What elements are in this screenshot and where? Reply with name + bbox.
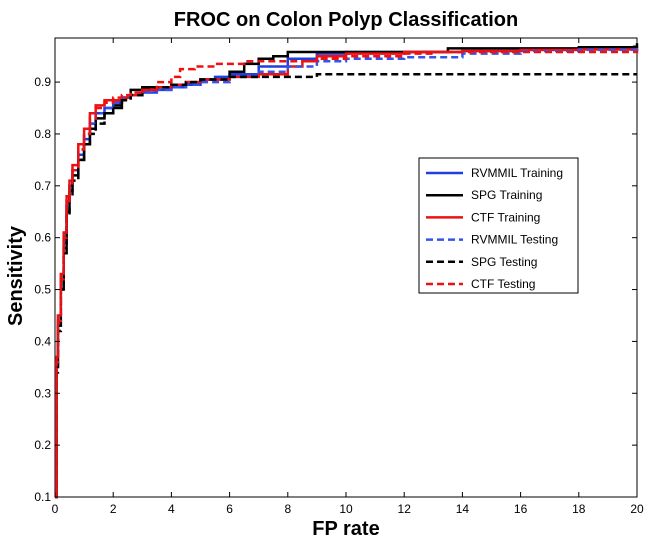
x-axis-label: FP rate	[312, 518, 379, 540]
legend-label-spg-testing: SPG Testing	[471, 255, 537, 269]
y-tick-label: 0.9	[34, 75, 51, 89]
y-tick-label: 0.2	[34, 438, 51, 452]
x-tick-label: 4	[168, 502, 175, 516]
x-tick-label: 14	[456, 502, 470, 516]
y-axis-label: Sensitivity	[5, 225, 27, 326]
x-tick-label: 20	[630, 502, 644, 516]
y-tick-label: 0.5	[34, 283, 51, 297]
x-tick-label: 18	[572, 502, 586, 516]
x-tick-label: 16	[514, 502, 528, 516]
x-tick-label: 8	[284, 502, 291, 516]
legend-label-rvmmil-training: RVMMIL Training	[471, 166, 563, 180]
x-tick-label: 6	[226, 502, 233, 516]
legend-items: RVMMIL Training SPG Training CTF Training R…	[426, 166, 563, 291]
x-tick-label: 10	[339, 502, 353, 516]
chart-title: FROC on Colon Polyp Classification	[174, 9, 518, 31]
y-tick-label: 0.6	[34, 231, 51, 245]
legend-label-spg-training: SPG Training	[471, 188, 542, 202]
legend-box	[418, 157, 579, 294]
ticks-layer: 0 2 4 6 8 10 12 14 16 18 20 0.1 0.2 0.3 0.4 0.5 0.6 0.7 0.…	[34, 38, 644, 516]
legend-label-ctf-training: CTF Training	[471, 210, 540, 224]
x-tick-label: 0	[52, 502, 59, 516]
x-tick-label: 2	[110, 502, 117, 516]
legend: RVMMIL Training SPG Training CTF Training R…	[418, 157, 579, 294]
y-tick-label: 0.3	[34, 386, 51, 400]
legend-label-rvmmil-testing: RVMMIL Testing	[471, 233, 558, 247]
x-tick-label: 12	[398, 502, 412, 516]
series-line-ctf-training	[55, 48, 639, 499]
series-line-ctf-testing	[55, 50, 639, 499]
series-line-spg-testing	[55, 73, 637, 499]
y-tick-label: 0.1	[34, 490, 51, 504]
y-tick-label: 0.8	[34, 127, 51, 141]
y-tick-label: 0.7	[34, 179, 51, 193]
legend-label-ctf-testing: CTF Testing	[471, 277, 535, 291]
series-layer	[55, 43, 639, 499]
y-tick-label: 0.4	[34, 334, 51, 348]
